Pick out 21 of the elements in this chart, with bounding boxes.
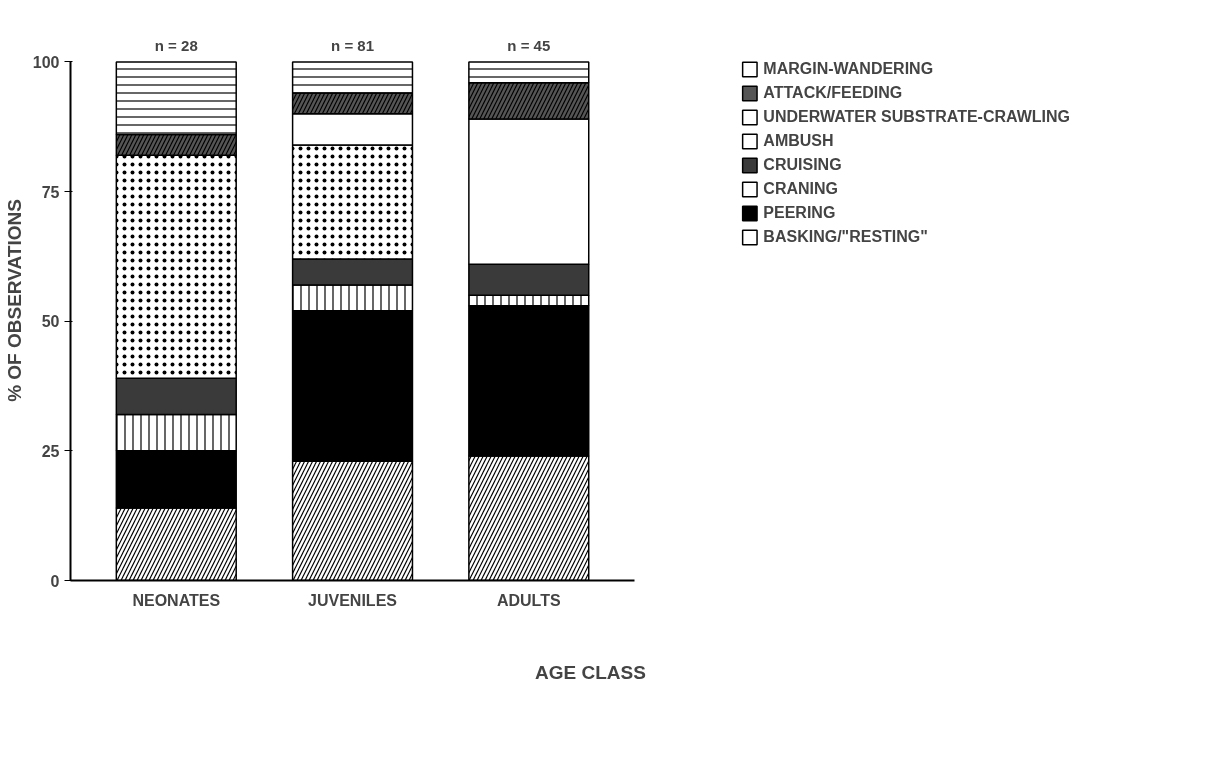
legend-label: CRUISING — [763, 156, 842, 174]
y-tick-label: 75 — [41, 183, 60, 201]
y-tick-label: 50 — [41, 313, 60, 331]
x-tick-label: JUVENILES — [308, 591, 398, 609]
annotation: n = 81 — [331, 36, 375, 54]
x-tick-label: ADULTS — [496, 591, 561, 609]
legend-label: AMBUSH — [763, 132, 834, 150]
legend-label: CRANING — [763, 180, 839, 198]
legend-label: UNDERWATER SUBSTRATE-CRAWLING — [763, 108, 1070, 126]
x-axis-title: AGE CLASS — [535, 661, 646, 683]
y-tick-label: 100 — [32, 53, 60, 71]
legend-label: MARGIN-WANDERING — [763, 60, 934, 78]
legend-label: ATTACK/FEEDING — [763, 84, 903, 102]
legend-label: PEERING — [763, 204, 836, 222]
annotation: n = 28 — [154, 36, 198, 54]
x-tick-label: NEONATES — [132, 591, 221, 609]
legend-label: BASKING/"RESTING" — [763, 228, 928, 246]
y-tick-label: 25 — [41, 442, 60, 460]
y-tick-label: 0 — [50, 572, 60, 590]
y-axis-title: % OF OBSERVATIONS — [3, 199, 25, 402]
annotation: n = 45 — [507, 36, 551, 54]
